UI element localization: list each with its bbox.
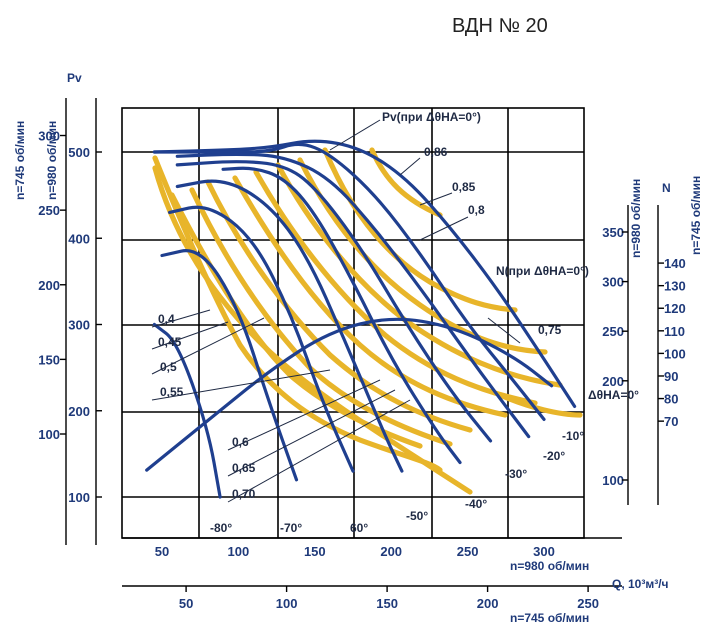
series-line xyxy=(152,142,546,421)
eff-curve xyxy=(152,165,473,495)
pv980-tick-label: 400 xyxy=(68,231,90,246)
q745-tick-label: 50 xyxy=(179,596,193,611)
eff-curve xyxy=(322,147,518,313)
angle-label-70: -70° xyxy=(280,521,302,535)
eff-curve xyxy=(297,157,548,355)
pv980-tick-label: 200 xyxy=(68,404,90,419)
eff-curve xyxy=(205,179,473,433)
series-line xyxy=(152,139,577,408)
n745-tick-label: 100 xyxy=(664,346,686,361)
n745-tick-label: 120 xyxy=(664,301,686,316)
n980-ticks: 100 200 250 300 350 xyxy=(602,225,628,488)
n745-tick-label: 70 xyxy=(664,414,678,429)
eff-curve xyxy=(152,155,443,473)
eff-label-086: 0,86 xyxy=(424,145,448,159)
q745-tick-label: 250 xyxy=(577,596,599,611)
q980-tick-label: 250 xyxy=(457,544,479,559)
leader-lines xyxy=(151,119,521,503)
pv745-tick-label: 100 xyxy=(38,427,60,442)
angle-label-50: -50° xyxy=(406,509,428,523)
q745-tick-label: 100 xyxy=(276,596,298,611)
eff-curve xyxy=(253,169,538,406)
n980-tick-label: 250 xyxy=(602,324,624,339)
blade-angle-curves xyxy=(145,139,577,499)
n-label: N xyxy=(662,181,671,195)
n980-tick-label: 100 xyxy=(602,473,624,488)
series-line xyxy=(175,179,404,473)
n980-tick-label: 350 xyxy=(602,225,624,240)
angle-label-80: -80° xyxy=(210,521,232,535)
n745-tick-label: 110 xyxy=(664,324,685,339)
pv745-tick-label: 150 xyxy=(38,352,60,367)
angle-label-30: -30° xyxy=(505,467,527,481)
n745-tick-label: 90 xyxy=(664,369,678,384)
q-label: Q, 10³м³/ч xyxy=(612,577,669,591)
n745-tick-label: 140 xyxy=(664,256,686,271)
pv745-tick-label: 250 xyxy=(38,203,60,218)
rpm980-bottom-label: n=980 об/мин xyxy=(510,559,589,573)
eff-label-070: 0,70 xyxy=(232,487,256,501)
series-line xyxy=(175,152,531,439)
eff-label-075: 0,75 xyxy=(538,323,562,337)
rpm980-left-label: n=980 об/мин xyxy=(45,121,59,200)
q980-tick-label: 200 xyxy=(380,544,402,559)
angle-label-20: -20° xyxy=(543,449,565,463)
q745-tick-label: 150 xyxy=(376,596,398,611)
rpm745-right-label: n=745 об/мин xyxy=(689,176,703,255)
series-line xyxy=(221,166,462,465)
eff-label-055: 0,55 xyxy=(160,385,184,399)
eff-label-085: 0,85 xyxy=(452,180,476,194)
eff-curve xyxy=(232,175,508,418)
pv-curve-label: Pv(при ΔθНА=0°) xyxy=(382,110,481,124)
series-line xyxy=(152,322,222,499)
q980-tick-label: 50 xyxy=(155,544,169,559)
q980-ticks: 50 100 150 200 250 300 xyxy=(155,544,555,559)
pv980-tick-label: 100 xyxy=(68,490,90,505)
n745-tick-label: 80 xyxy=(664,392,678,407)
pv-label: Pv xyxy=(67,71,82,85)
rpm745-bottom-label: n=745 об/мин xyxy=(510,611,589,625)
rpm980-right-label: n=980 об/мин xyxy=(629,179,643,258)
angle-label-10: -10° xyxy=(562,429,584,443)
eff-label-040: 0,4 xyxy=(158,312,175,326)
q980-tick-label: 100 xyxy=(228,544,250,559)
eff-label-045: 0,45 xyxy=(158,335,182,349)
series-line xyxy=(168,205,355,473)
angle-label-40: -40° xyxy=(465,497,487,511)
n745-tick-label: 130 xyxy=(664,279,686,294)
q745-tick-label: 200 xyxy=(477,596,499,611)
q980-tick-label: 150 xyxy=(304,544,326,559)
rpm745-left-label: n=745 об/мин xyxy=(13,121,27,200)
series-line xyxy=(175,160,493,443)
pv980-tick-label: 300 xyxy=(68,318,90,333)
pv745-tick-label: 200 xyxy=(38,278,60,293)
q745-ticks: 50 100 150 200 250 xyxy=(179,586,599,611)
n980-tick-label: 200 xyxy=(602,374,624,389)
pv980-ticks: 100 200 300 400 500 xyxy=(68,145,102,505)
n-curve-label: N(при ΔθНА=0°) xyxy=(496,264,589,278)
q980-tick-label: 300 xyxy=(533,544,555,559)
efficiency-curves xyxy=(152,147,583,495)
series-line xyxy=(145,317,554,472)
eff-label-060: 0,6 xyxy=(232,435,249,449)
eff-label-050: 0,5 xyxy=(160,360,177,374)
n745-ticks: 70 80 90 100 110 120 130 140 xyxy=(658,256,686,429)
pv745-tick-label: 300 xyxy=(38,129,60,144)
n980-tick-label: 300 xyxy=(602,275,624,290)
pv980-tick-label: 500 xyxy=(68,145,90,160)
eff-curve xyxy=(497,392,583,418)
chart-title: ВДН № 20 xyxy=(452,15,548,37)
pv745-ticks: 100 150 200 250 300 xyxy=(38,129,66,442)
series-line xyxy=(160,249,299,482)
angle-label-0: ΔθНА=0° xyxy=(588,388,639,402)
eff-label-065: 0,65 xyxy=(232,461,256,475)
eff-label-080: 0,8 xyxy=(468,203,485,217)
angle-label-60: 60° xyxy=(350,521,368,535)
